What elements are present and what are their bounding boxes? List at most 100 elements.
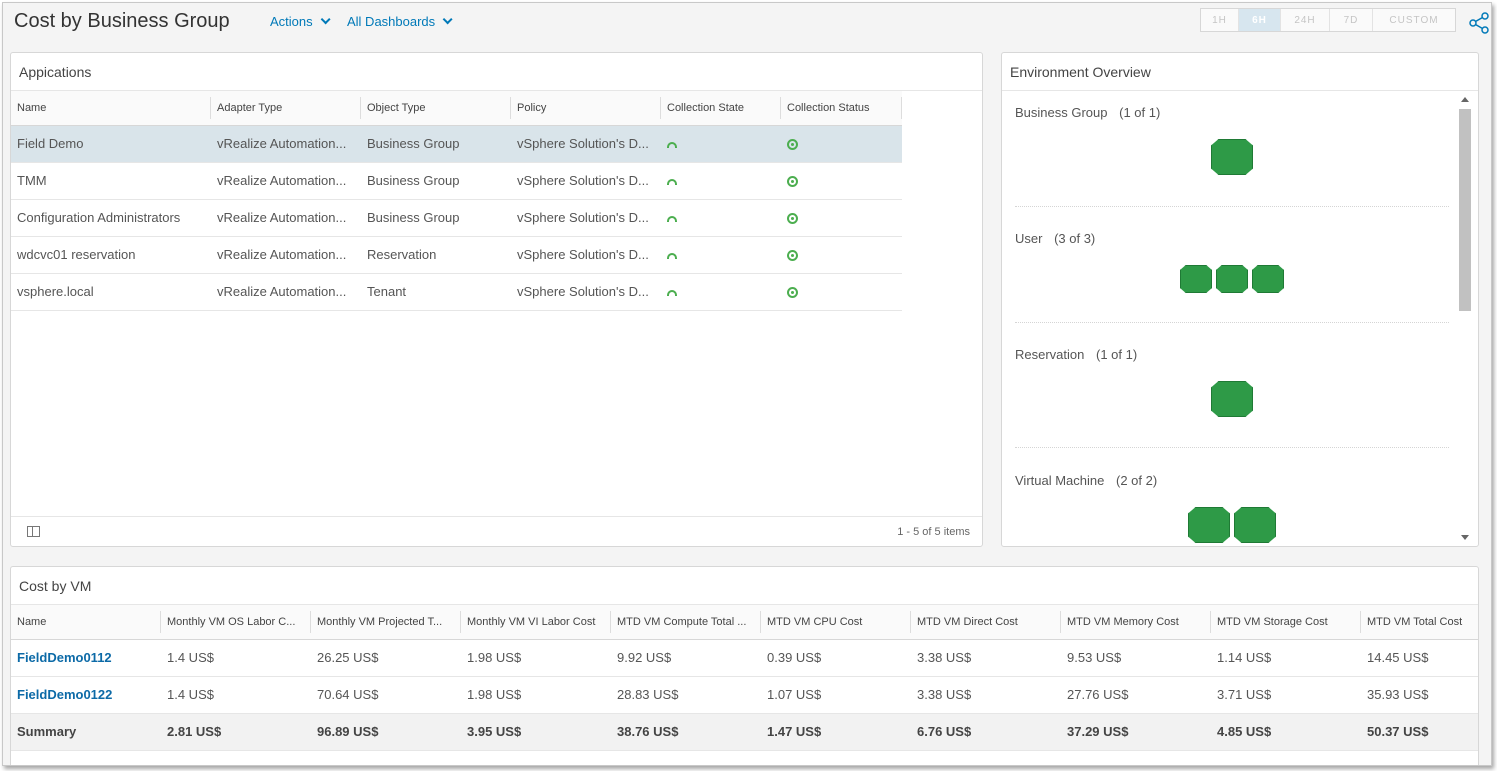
divider xyxy=(1015,447,1449,448)
cell-name: vsphere.local xyxy=(11,273,211,311)
collecting-icon xyxy=(667,216,677,222)
table-cell: 70.64 US$ xyxy=(311,676,461,714)
all-dashboards-menu[interactable]: All Dashboards xyxy=(347,14,453,29)
table-cell: 3.71 US$ xyxy=(1211,676,1361,714)
table-cell: 27.76 US$ xyxy=(1061,676,1211,714)
table-cell: 35.93 US$ xyxy=(1361,676,1478,714)
cost-by-vm-panel: Cost by VM Name Monthly VM OS Labor C...… xyxy=(10,566,1479,765)
summary-cell: 4.85 US$ xyxy=(1211,713,1361,751)
table-cell: 0.39 US$ xyxy=(761,639,911,677)
share-icon[interactable] xyxy=(1469,12,1491,34)
table-cell: 1.07 US$ xyxy=(761,676,911,714)
column-header-collection-status[interactable]: Collection Status xyxy=(781,91,902,126)
virtual-machine-object[interactable] xyxy=(1188,507,1230,543)
scroll-up-icon[interactable] xyxy=(1461,97,1469,102)
env-section-count: (1 of 1) xyxy=(1119,105,1161,120)
table-cell: 1.14 US$ xyxy=(1211,639,1361,677)
column-header-policy[interactable]: Policy xyxy=(511,91,661,126)
actions-menu[interactable]: Actions xyxy=(270,14,331,29)
status-ok-icon xyxy=(787,139,798,150)
summary-cell: 38.76 US$ xyxy=(611,713,761,751)
column-header-object-type[interactable]: Object Type xyxy=(361,91,511,126)
column-header-cpu-cost[interactable]: MTD VM CPU Cost xyxy=(761,605,911,640)
cell-name: Configuration Administrators xyxy=(11,199,211,237)
environment-scrollbar[interactable] xyxy=(1458,91,1472,546)
env-section-user: User (3 of 3) xyxy=(1015,231,1449,246)
scroll-down-icon[interactable] xyxy=(1461,535,1469,540)
env-section-label: User xyxy=(1015,231,1043,246)
status-ok-icon xyxy=(787,213,798,224)
summary-cell: 50.37 US$ xyxy=(1361,713,1478,751)
vm-name-link[interactable]: FieldDemo0112 xyxy=(11,639,161,677)
column-toggle-icon[interactable] xyxy=(27,526,40,537)
cell-name: Field Demo xyxy=(11,125,211,163)
time-custom-button[interactable]: CUSTOM xyxy=(1389,14,1439,26)
time-6h-button[interactable]: 6H xyxy=(1239,9,1281,31)
column-header-name[interactable]: Name xyxy=(11,605,161,640)
scroll-thumb[interactable] xyxy=(1459,109,1471,311)
cell-policy: vSphere Solution's D... xyxy=(511,125,661,163)
column-header-projected[interactable]: Monthly VM Projected T... xyxy=(311,605,461,640)
table-row[interactable]: Field Demo vRealize Automation... Busine… xyxy=(11,125,902,163)
table-row[interactable]: wdcvc01 reservation vRealize Automation.… xyxy=(11,236,902,274)
env-section-count: (2 of 2) xyxy=(1116,473,1158,488)
user-object[interactable] xyxy=(1180,265,1212,293)
time-1h-button[interactable]: 1H xyxy=(1201,9,1239,31)
table-row[interactable]: TMM vRealize Automation... Business Grou… xyxy=(11,162,902,200)
env-section-label: Virtual Machine xyxy=(1015,473,1105,488)
column-header-adapter-type[interactable]: Adapter Type xyxy=(211,91,361,126)
summary-label: Summary xyxy=(11,713,161,751)
table-cell: 1.4 US$ xyxy=(161,639,311,677)
env-boxes-virtual-machine xyxy=(1188,507,1276,543)
env-boxes-reservation xyxy=(1211,381,1253,417)
table-row[interactable]: vsphere.local vRealize Automation... Ten… xyxy=(11,273,902,311)
table-cell: 1.98 US$ xyxy=(461,676,611,714)
chevron-down-icon xyxy=(320,14,331,25)
environment-overview-panel: Environment Overview Business Group (1 o… xyxy=(1001,52,1479,547)
column-header-memory-cost[interactable]: MTD VM Memory Cost xyxy=(1061,605,1211,640)
table-row[interactable]: FieldDemo0112 1.4 US$ 26.25 US$ 1.98 US$… xyxy=(11,639,1478,677)
cell-adapter-type: vRealize Automation... xyxy=(211,125,361,163)
cell-collection-state xyxy=(661,199,781,237)
status-ok-icon xyxy=(787,176,798,187)
cell-collection-state xyxy=(661,162,781,200)
table-cell: 28.83 US$ xyxy=(611,676,761,714)
table-cell: 26.25 US$ xyxy=(311,639,461,677)
cell-object-type: Business Group xyxy=(361,125,511,163)
time-range-selector: 1H 6H 24H 7D CUSTOM xyxy=(1200,8,1456,32)
column-header-os-labor[interactable]: Monthly VM OS Labor C... xyxy=(161,605,311,640)
column-header-total-cost[interactable]: MTD VM Total Cost xyxy=(1361,605,1478,640)
user-object[interactable] xyxy=(1216,265,1248,293)
table-cell: 14.45 US$ xyxy=(1361,639,1478,677)
cell-adapter-type: vRealize Automation... xyxy=(211,199,361,237)
actions-label: Actions xyxy=(270,14,313,29)
virtual-machine-object[interactable] xyxy=(1234,507,1276,543)
cell-collection-state xyxy=(661,236,781,274)
applications-table: Name Adapter Type Object Type Policy Col… xyxy=(11,91,902,311)
user-object[interactable] xyxy=(1252,265,1284,293)
vm-name-link[interactable]: FieldDemo0122 xyxy=(11,676,161,714)
status-ok-icon xyxy=(787,250,798,261)
table-row[interactable]: FieldDemo0122 1.4 US$ 70.64 US$ 1.98 US$… xyxy=(11,676,1478,714)
summary-cell: 96.89 US$ xyxy=(311,713,461,751)
column-header-compute-total[interactable]: MTD VM Compute Total ... xyxy=(611,605,761,640)
time-7d-button[interactable]: 7D xyxy=(1330,9,1373,31)
divider xyxy=(1015,206,1449,207)
table-cell: 9.92 US$ xyxy=(611,639,761,677)
column-header-name[interactable]: Name xyxy=(11,91,211,126)
reservation-object[interactable] xyxy=(1211,381,1253,417)
env-section-virtual-machine: Virtual Machine (2 of 2) xyxy=(1015,473,1449,488)
column-header-vi-labor[interactable]: Monthly VM VI Labor Cost xyxy=(461,605,611,640)
cell-collection-state xyxy=(661,125,781,163)
table-row[interactable]: Configuration Administrators vRealize Au… xyxy=(11,199,902,237)
time-24h-button[interactable]: 24H xyxy=(1281,9,1330,31)
table-cell: 1.98 US$ xyxy=(461,639,611,677)
cell-policy: vSphere Solution's D... xyxy=(511,273,661,311)
column-header-storage-cost[interactable]: MTD VM Storage Cost xyxy=(1211,605,1361,640)
table-cell: 3.38 US$ xyxy=(911,639,1061,677)
cell-adapter-type: vRealize Automation... xyxy=(211,236,361,274)
business-group-object[interactable] xyxy=(1211,139,1253,175)
cell-policy: vSphere Solution's D... xyxy=(511,236,661,274)
column-header-collection-state[interactable]: Collection State xyxy=(661,91,781,126)
column-header-direct-cost[interactable]: MTD VM Direct Cost xyxy=(911,605,1061,640)
